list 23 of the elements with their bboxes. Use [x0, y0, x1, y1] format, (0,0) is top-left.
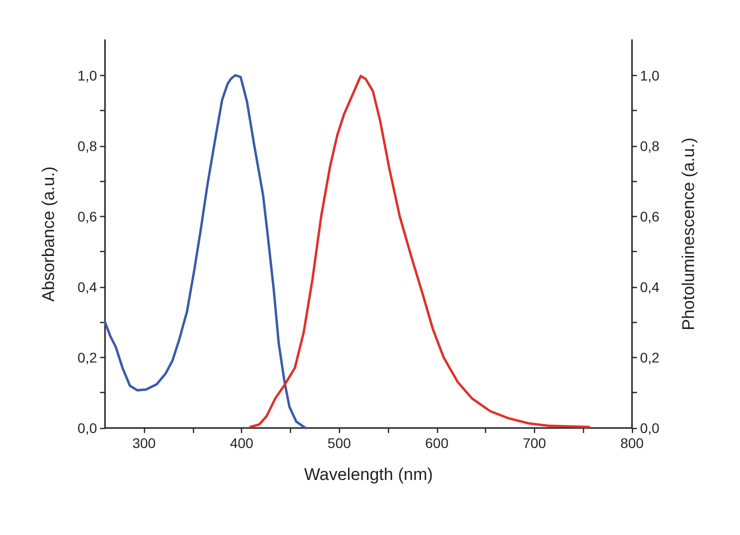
y-tick-label: 0,8: [78, 138, 98, 154]
y2-tick-label: 0,2: [640, 349, 660, 366]
y-tick-label: 0,4: [78, 278, 98, 295]
y2-axis-title: Photoluminescence (a.u.): [679, 138, 698, 330]
x-tick-label: 600: [425, 435, 449, 451]
y-tick-label: 0,2: [78, 349, 98, 366]
y2-tick-label: 0,6: [640, 208, 660, 224]
y2-tick-label: 0,4: [640, 278, 660, 295]
x-tick-label: 400: [230, 435, 254, 451]
x-tick-label: 500: [328, 435, 352, 451]
x-tick-label: 800: [620, 435, 644, 451]
y-axis-title: Absorbance (a.u.): [39, 166, 58, 302]
y-tick-label: 0,6: [78, 208, 98, 224]
y2-tick-label: 1,0: [640, 67, 660, 84]
line-series: [249, 74, 590, 428]
x-axis-title: Wavelength (nm): [304, 465, 433, 484]
y-tick-label: 1,0: [78, 67, 98, 84]
x-tick-label: 300: [132, 435, 156, 451]
x-tick-label: 700: [522, 435, 546, 451]
y2-tick-label: 0,8: [640, 138, 660, 154]
y2-tick-label: 0,0: [640, 420, 660, 436]
y-tick-label: 0,0: [78, 420, 98, 436]
line-series: [104, 74, 307, 430]
